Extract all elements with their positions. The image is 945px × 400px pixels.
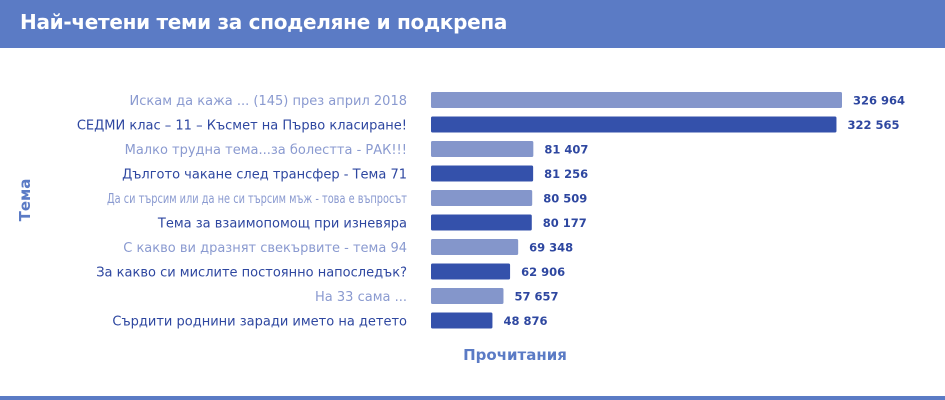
bar: [431, 239, 519, 255]
bar: [431, 263, 511, 280]
chart-title: Най-четени теми за споделяне и подкрепа: [20, 10, 508, 34]
value-label: 69 348: [529, 241, 573, 255]
value-label: 80 177: [543, 216, 587, 230]
category-label: Сърдити роднини заради името на детето: [112, 315, 407, 330]
value-label: 80 509: [543, 192, 587, 206]
bar: [431, 288, 504, 304]
value-label: 62 906: [521, 265, 565, 279]
category-label: На 33 сама ...: [315, 290, 407, 305]
category-label: Дългото чакане след трансфер - Тема 71: [122, 168, 407, 183]
header-bar: Най-четени теми за споделяне и подкрепа: [0, 0, 945, 48]
bottom-border: [0, 396, 945, 400]
value-label: 57 657: [514, 290, 558, 304]
category-label: Малко трудна тема...за болестта - РАК!!!: [125, 143, 407, 158]
category-label: Тема за взаимопомощ при изневяра: [157, 217, 407, 232]
bar: [431, 92, 842, 108]
bar: [431, 312, 493, 329]
value-label: 48 876: [503, 314, 547, 328]
value-label: 322 565: [847, 118, 899, 132]
value-label: 326 964: [853, 94, 905, 108]
bar: [431, 190, 533, 206]
category-label: С какво ви дразнят свекървите - тема 94: [123, 241, 407, 256]
category-label: СЕДМИ клас – 11 – Късмет на Първо класир…: [77, 119, 407, 134]
bar: [431, 214, 532, 231]
y-axis-label: Тема: [16, 179, 34, 222]
bar: [431, 141, 534, 157]
category-label: Да си търсим или да не си търсим мъж - т…: [107, 192, 407, 207]
x-axis-label: Прочитания: [463, 346, 567, 364]
bar: [431, 165, 534, 182]
value-label: 81 256: [544, 167, 588, 181]
value-label: 81 407: [544, 143, 588, 157]
category-label: Искам да кажа ... (145) през април 2018: [130, 94, 407, 109]
bar: [431, 116, 837, 133]
category-label: За какво си мислите постоянно напоследък…: [96, 266, 407, 281]
